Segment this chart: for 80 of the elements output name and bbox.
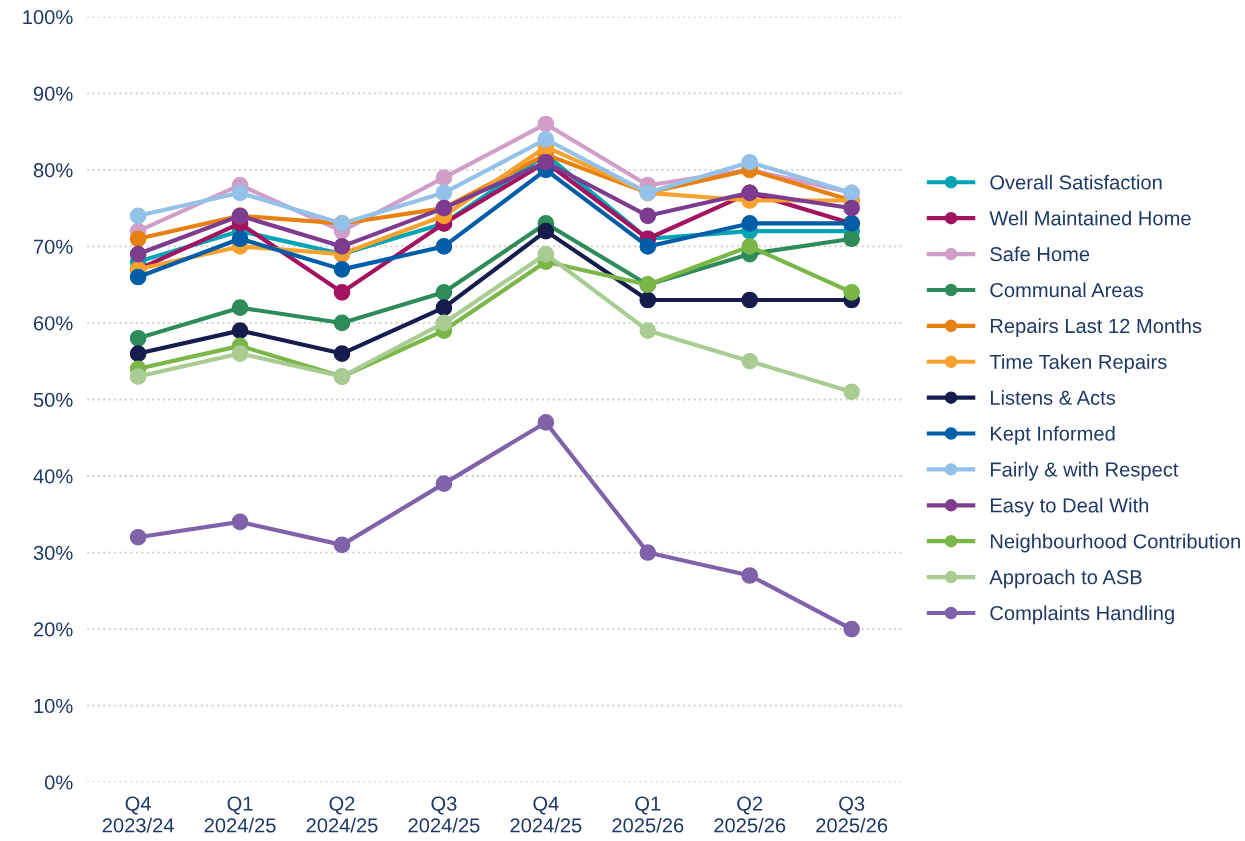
- point: [741, 238, 759, 255]
- point: [435, 475, 453, 492]
- legend-label: Neighbourhood Contribution: [990, 533, 1240, 553]
- y-tick-label: 80%: [33, 163, 73, 178]
- legend-label: Easy to Deal With: [990, 497, 1149, 517]
- point: [537, 222, 555, 240]
- point: [741, 567, 759, 584]
- point: [333, 283, 351, 301]
- x-tick-label: Q3 2025/26: [816, 796, 888, 833]
- point: [435, 314, 453, 332]
- x-tick-label: Q2 2025/26: [714, 796, 786, 833]
- legend-label: Kept Informed: [990, 425, 1115, 445]
- point: [741, 153, 759, 171]
- point: [843, 620, 860, 638]
- legend-label: Safe Home: [990, 246, 1090, 262]
- point: [231, 230, 249, 248]
- legend-label: Repairs Last 12 Months: [990, 318, 1202, 338]
- legend-label: Well Maintained Home: [989, 210, 1191, 226]
- point: [639, 291, 657, 309]
- y-tick-label: 10%: [34, 698, 73, 714]
- legend-label: Fairly & with Respect: [990, 461, 1179, 481]
- y-tick-label: 50%: [33, 392, 73, 407]
- point: [129, 368, 147, 385]
- point: [129, 230, 147, 248]
- legend-label: Communal Areas: [990, 282, 1144, 298]
- point: [129, 528, 147, 546]
- point: [333, 536, 351, 554]
- x-tick-label: Q2 2024/25: [306, 796, 378, 833]
- point: [333, 314, 351, 332]
- point: [537, 245, 555, 263]
- y-tick-label: 90%: [33, 86, 73, 101]
- legend-label: Overall Satisfaction: [990, 174, 1162, 190]
- x-tick-label: Q4 2023/24: [102, 796, 174, 833]
- y-tick-label: 70%: [33, 239, 73, 254]
- legend-label: Approach to ASB: [989, 569, 1142, 589]
- point: [129, 245, 147, 263]
- y-tick-label: 20%: [33, 622, 73, 637]
- y-tick-label: 60%: [33, 316, 73, 331]
- x-tick-label: Q1 2025/26: [612, 796, 684, 833]
- point: [333, 345, 351, 362]
- point: [843, 199, 860, 217]
- x-tick-label: Q1 2024/25: [204, 796, 276, 833]
- point: [639, 238, 657, 255]
- point: [129, 329, 147, 347]
- point: [843, 283, 860, 301]
- legend-label: Time Taken Repairs: [989, 354, 1167, 373]
- point: [231, 322, 249, 339]
- point: [843, 383, 860, 401]
- point: [435, 283, 453, 301]
- point: [537, 115, 555, 133]
- point: [741, 291, 759, 309]
- y-tick-label: 0%: [44, 775, 73, 790]
- point: [435, 184, 453, 202]
- point: [741, 215, 759, 232]
- point: [435, 299, 453, 316]
- point: [231, 299, 249, 316]
- point: [231, 513, 249, 531]
- point: [231, 184, 249, 202]
- x-tick-label: Q3 2024/25: [408, 796, 480, 833]
- legend-label: Listens & Acts: [990, 390, 1116, 405]
- point: [435, 169, 453, 186]
- point: [231, 345, 249, 362]
- y-tick-label: 40%: [33, 469, 73, 484]
- point: [639, 544, 657, 561]
- point: [537, 130, 555, 148]
- point: [741, 352, 759, 370]
- point: [333, 238, 351, 255]
- point: [333, 261, 351, 278]
- point: [129, 345, 147, 362]
- legend-label: Complaints Handling: [990, 605, 1174, 625]
- point: [129, 268, 147, 286]
- y-tick-label: 100%: [23, 10, 73, 25]
- point: [435, 238, 453, 255]
- point: [639, 322, 657, 339]
- point: [843, 230, 860, 248]
- point: [639, 207, 657, 225]
- y-tick-label: 30%: [33, 545, 73, 561]
- point: [537, 414, 555, 431]
- point: [129, 207, 147, 225]
- x-tick-label: Q4 2024/25: [510, 796, 582, 833]
